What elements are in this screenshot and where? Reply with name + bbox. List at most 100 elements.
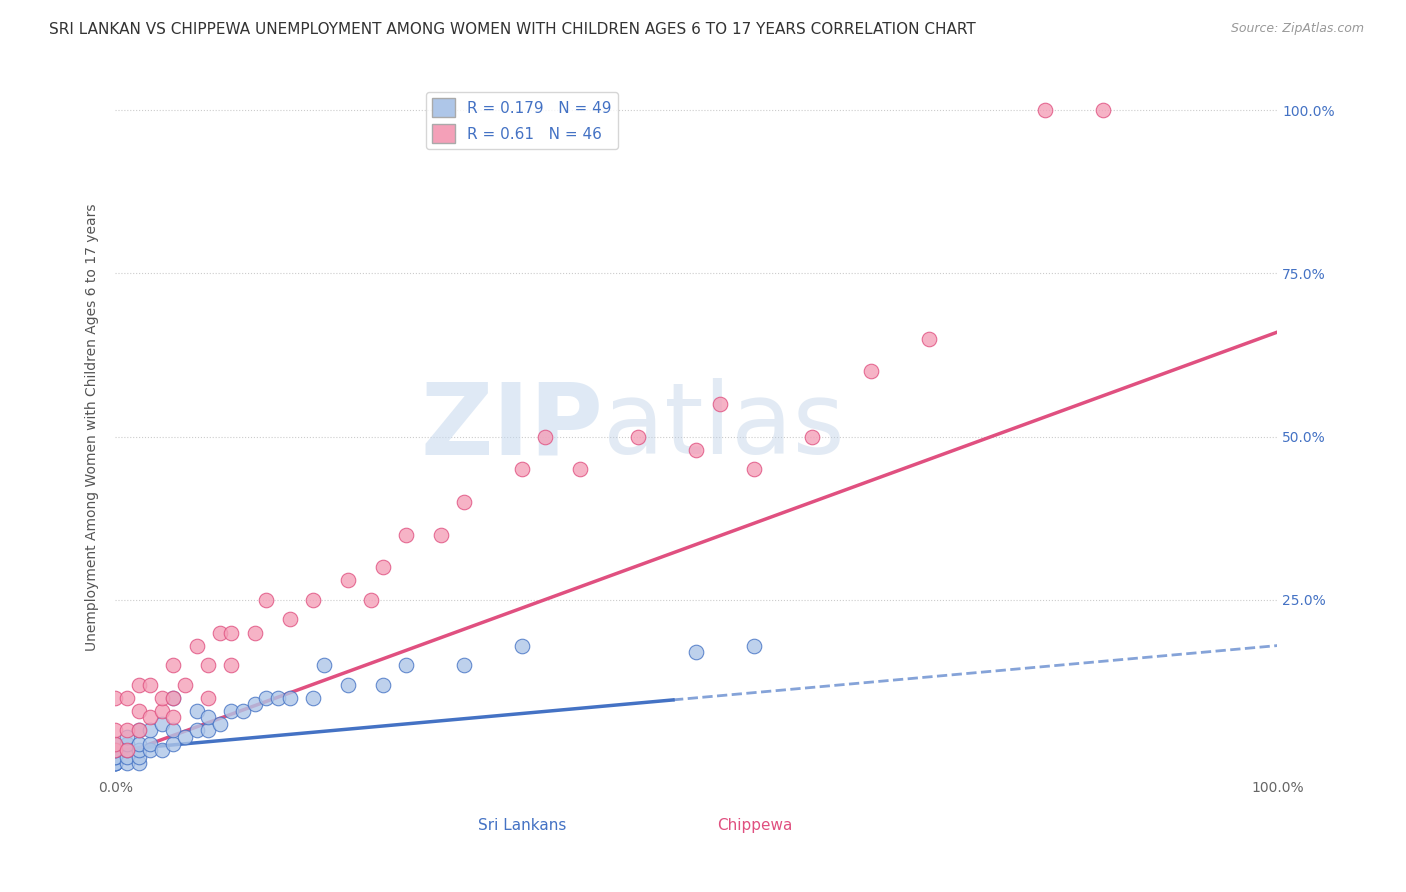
- Point: [395, 658, 418, 673]
- Point: [685, 645, 707, 659]
- Point: [128, 749, 150, 764]
- Point: [128, 723, 150, 738]
- Point: [139, 737, 162, 751]
- Point: [150, 717, 173, 731]
- Point: [128, 756, 150, 771]
- Point: [139, 678, 162, 692]
- Point: [254, 592, 277, 607]
- Point: [162, 723, 184, 738]
- Point: [232, 704, 254, 718]
- Point: [104, 756, 127, 771]
- Point: [104, 743, 127, 757]
- Point: [104, 723, 127, 738]
- Point: [709, 397, 731, 411]
- Point: [243, 625, 266, 640]
- Point: [162, 690, 184, 705]
- Text: Source: ZipAtlas.com: Source: ZipAtlas.com: [1230, 22, 1364, 36]
- Point: [336, 574, 359, 588]
- Text: Sri Lankans: Sri Lankans: [478, 818, 567, 833]
- Point: [744, 462, 766, 476]
- Point: [453, 658, 475, 673]
- Point: [104, 690, 127, 705]
- Point: [221, 704, 243, 718]
- Point: [104, 743, 127, 757]
- Point: [534, 429, 557, 443]
- Point: [453, 495, 475, 509]
- Point: [510, 462, 533, 476]
- Point: [336, 678, 359, 692]
- Point: [104, 756, 127, 771]
- Y-axis label: Unemployment Among Women with Children Ages 6 to 17 years: Unemployment Among Women with Children A…: [86, 203, 100, 650]
- Point: [627, 429, 650, 443]
- Point: [744, 639, 766, 653]
- Point: [128, 743, 150, 757]
- Point: [685, 442, 707, 457]
- Point: [162, 737, 184, 751]
- Point: [162, 690, 184, 705]
- Point: [243, 698, 266, 712]
- Point: [278, 690, 301, 705]
- Text: atlas: atlas: [603, 378, 845, 475]
- Point: [254, 690, 277, 705]
- Point: [197, 690, 219, 705]
- Point: [128, 678, 150, 692]
- Point: [115, 730, 138, 744]
- Point: [1091, 103, 1114, 117]
- Point: [186, 704, 208, 718]
- Point: [221, 658, 243, 673]
- Point: [569, 462, 592, 476]
- Point: [115, 743, 138, 757]
- Point: [104, 756, 127, 771]
- Point: [128, 723, 150, 738]
- Point: [174, 730, 197, 744]
- Point: [115, 756, 138, 771]
- Point: [267, 690, 290, 705]
- Text: ZIP: ZIP: [420, 378, 603, 475]
- Point: [859, 364, 882, 378]
- Point: [139, 743, 162, 757]
- Point: [150, 704, 173, 718]
- Point: [801, 429, 824, 443]
- Point: [208, 717, 231, 731]
- Point: [186, 639, 208, 653]
- Point: [150, 690, 173, 705]
- Point: [208, 625, 231, 640]
- Point: [115, 723, 138, 738]
- Point: [115, 690, 138, 705]
- Text: SRI LANKAN VS CHIPPEWA UNEMPLOYMENT AMONG WOMEN WITH CHILDREN AGES 6 TO 17 YEARS: SRI LANKAN VS CHIPPEWA UNEMPLOYMENT AMON…: [49, 22, 976, 37]
- Point: [174, 678, 197, 692]
- Point: [104, 756, 127, 771]
- Point: [128, 737, 150, 751]
- Point: [197, 658, 219, 673]
- Point: [104, 749, 127, 764]
- Point: [314, 658, 336, 673]
- Point: [278, 612, 301, 626]
- Legend: R = 0.179   N = 49, R = 0.61   N = 46: R = 0.179 N = 49, R = 0.61 N = 46: [426, 92, 617, 149]
- Point: [104, 737, 127, 751]
- Point: [139, 710, 162, 724]
- Point: [150, 743, 173, 757]
- Point: [162, 710, 184, 724]
- Point: [128, 704, 150, 718]
- Point: [918, 332, 941, 346]
- Point: [360, 592, 382, 607]
- Point: [139, 723, 162, 738]
- Point: [115, 737, 138, 751]
- Point: [1033, 103, 1056, 117]
- Point: [429, 527, 451, 541]
- Point: [104, 749, 127, 764]
- Point: [371, 560, 394, 574]
- Point: [115, 743, 138, 757]
- Point: [301, 690, 323, 705]
- Point: [104, 743, 127, 757]
- Point: [104, 756, 127, 771]
- Point: [221, 625, 243, 640]
- Point: [197, 710, 219, 724]
- Point: [162, 658, 184, 673]
- Point: [104, 737, 127, 751]
- Point: [371, 678, 394, 692]
- Point: [115, 749, 138, 764]
- Point: [510, 639, 533, 653]
- Point: [186, 723, 208, 738]
- Text: Chippewa: Chippewa: [717, 818, 792, 833]
